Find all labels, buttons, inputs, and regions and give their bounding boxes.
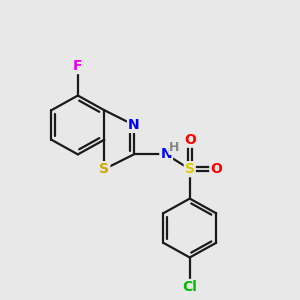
Text: N: N: [128, 118, 140, 132]
Text: Cl: Cl: [182, 280, 197, 294]
Text: O: O: [210, 162, 222, 176]
Text: N: N: [160, 147, 172, 161]
Text: O: O: [184, 133, 196, 147]
Text: S: S: [99, 162, 110, 176]
Text: S: S: [185, 162, 195, 176]
Text: H: H: [169, 141, 180, 154]
Text: F: F: [73, 59, 83, 73]
